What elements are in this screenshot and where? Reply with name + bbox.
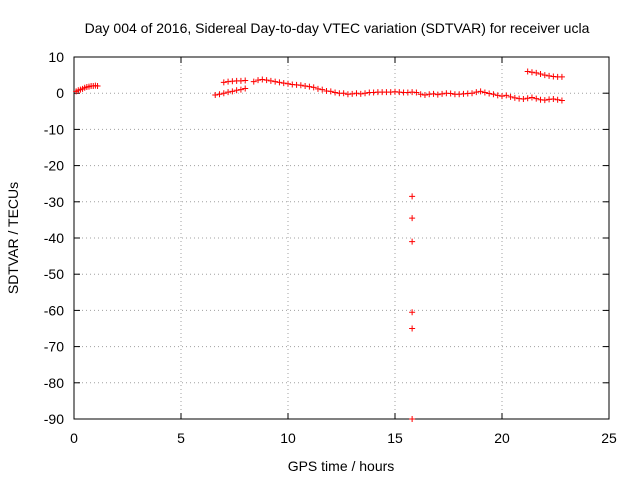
- data-point: [524, 68, 531, 75]
- data-point: [520, 95, 527, 102]
- data-point: [276, 79, 283, 86]
- data-point: [353, 90, 360, 97]
- data-point: [473, 89, 480, 96]
- data-point: [250, 78, 257, 85]
- x-tick-label: 10: [280, 430, 296, 446]
- data-point: [255, 77, 262, 84]
- data-point: [481, 89, 488, 96]
- data-point: [477, 88, 484, 95]
- data-point: [528, 69, 535, 76]
- data-point: [409, 215, 416, 222]
- data-point: [486, 90, 493, 97]
- data-point: [541, 72, 548, 79]
- data-point: [409, 238, 416, 245]
- ticks: [73, 56, 610, 420]
- x-tick-labels: 0 5 10 15 20 25: [70, 430, 617, 446]
- data-point: [357, 90, 364, 97]
- x-tick-label: 20: [494, 430, 510, 446]
- data-point: [524, 95, 531, 102]
- data-point: [332, 89, 339, 96]
- data-point: [310, 84, 317, 91]
- data-point: [434, 91, 441, 98]
- data-point: [533, 95, 540, 102]
- data-point: [302, 82, 309, 89]
- y-tick-label: 10: [48, 49, 64, 65]
- data-point: [469, 90, 476, 97]
- data-points: [73, 68, 565, 422]
- data-point: [306, 83, 313, 90]
- data-point: [528, 94, 535, 101]
- data-point: [558, 73, 565, 80]
- data-point: [263, 77, 270, 84]
- data-point: [285, 80, 291, 87]
- data-point: [503, 92, 510, 99]
- data-point: [216, 91, 223, 98]
- data-point: [362, 90, 369, 97]
- data-point: [533, 69, 540, 76]
- data-point: [272, 78, 279, 85]
- data-point: [220, 79, 227, 86]
- data-point: [242, 77, 249, 84]
- data-point: [233, 87, 240, 94]
- data-point: [409, 416, 416, 422]
- data-point: [259, 76, 266, 83]
- data-point: [409, 193, 416, 200]
- data-point: [511, 94, 518, 101]
- data-point: [327, 88, 334, 95]
- grid: [74, 57, 609, 419]
- y-tick-label: -60: [44, 302, 64, 318]
- y-tick-label: -80: [44, 375, 64, 391]
- data-point: [413, 89, 420, 96]
- data-point: [558, 97, 565, 104]
- data-point: [550, 95, 557, 102]
- data-point: [314, 85, 321, 92]
- data-point: [229, 88, 236, 95]
- x-tick-label: 25: [601, 430, 617, 446]
- data-point: [297, 82, 304, 89]
- x-tick-label: 5: [177, 430, 185, 446]
- data-point: [439, 90, 446, 97]
- data-point: [541, 97, 548, 104]
- data-point: [409, 325, 416, 332]
- y-tick-label: -50: [44, 266, 64, 282]
- y-tick-label: -40: [44, 230, 64, 246]
- y-tick-labels: 10 0 -10 -20 -30 -40 -50 -60 -70 -80 -90: [44, 49, 64, 427]
- data-point: [267, 77, 274, 84]
- data-point: [421, 92, 428, 99]
- x-tick-label: 0: [70, 430, 78, 446]
- data-point: [220, 90, 227, 97]
- data-point: [340, 90, 347, 97]
- y-tick-label: -90: [44, 411, 64, 427]
- y-tick-label: -10: [44, 121, 64, 137]
- chart-title: Day 004 of 2016, Sidereal Day-to-day VTE…: [85, 20, 590, 36]
- data-point: [409, 309, 416, 316]
- data-point: [212, 92, 219, 99]
- data-point: [417, 91, 424, 98]
- y-tick-label: 0: [56, 85, 64, 101]
- data-point: [546, 72, 553, 79]
- data-point: [349, 90, 356, 97]
- data-point: [237, 86, 244, 93]
- data-point: [490, 91, 497, 98]
- y-tick-label: -70: [44, 339, 64, 355]
- data-point: [280, 80, 287, 87]
- data-point: [537, 71, 544, 78]
- data-point: [319, 86, 326, 93]
- data-point: [242, 85, 249, 92]
- data-point: [499, 93, 505, 100]
- data-point: [430, 90, 437, 97]
- data-point: [447, 90, 454, 97]
- data-point: [507, 93, 514, 100]
- x-axis-label: GPS time / hours: [288, 458, 395, 474]
- x-tick-label: 15: [387, 430, 403, 446]
- data-point: [94, 82, 101, 89]
- data-point: [494, 92, 501, 99]
- y-axis-label: SDTVAR / TECUs: [5, 182, 21, 294]
- data-point: [554, 96, 561, 103]
- y-tick-label: -30: [44, 194, 64, 210]
- y-tick-label: -20: [44, 158, 64, 174]
- data-point: [225, 89, 232, 96]
